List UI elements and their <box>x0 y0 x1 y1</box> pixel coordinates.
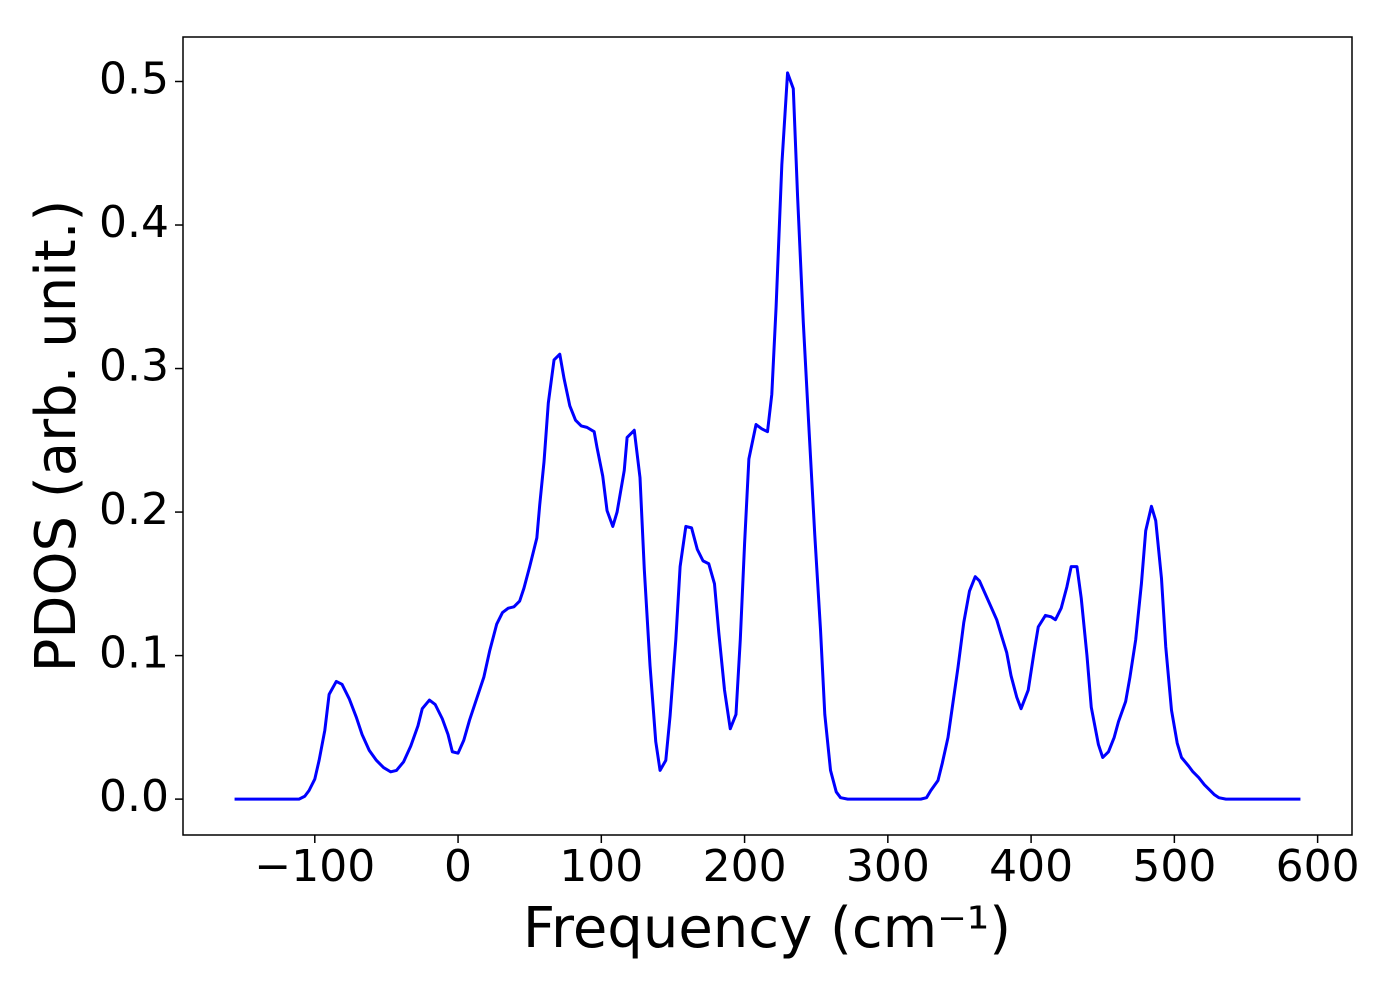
x-tick-label: 200 <box>703 841 787 892</box>
y-tick-label: 0.2 <box>99 484 169 535</box>
y-tick-label: 0.1 <box>99 628 169 679</box>
y-axis-label: PDOS (arb. unit.) <box>24 200 89 673</box>
y-tick-label: 0.4 <box>99 197 169 248</box>
x-axis-label: Frequency (cm⁻¹) <box>523 896 1011 961</box>
x-tick-label: 100 <box>559 841 643 892</box>
y-tick-label: 0.5 <box>99 53 169 104</box>
x-tick-label: 400 <box>989 841 1073 892</box>
x-tick-label: 0 <box>444 841 472 892</box>
y-tick-label: 0.3 <box>99 341 169 392</box>
x-tick-label: 300 <box>846 841 930 892</box>
x-tick-label: 500 <box>1132 841 1216 892</box>
x-tick-label: 600 <box>1276 841 1360 892</box>
plot-frame <box>182 36 1353 836</box>
data-line <box>234 71 1301 801</box>
y-tick-label: 0.0 <box>99 771 169 822</box>
x-tick-label: −100 <box>254 841 375 892</box>
